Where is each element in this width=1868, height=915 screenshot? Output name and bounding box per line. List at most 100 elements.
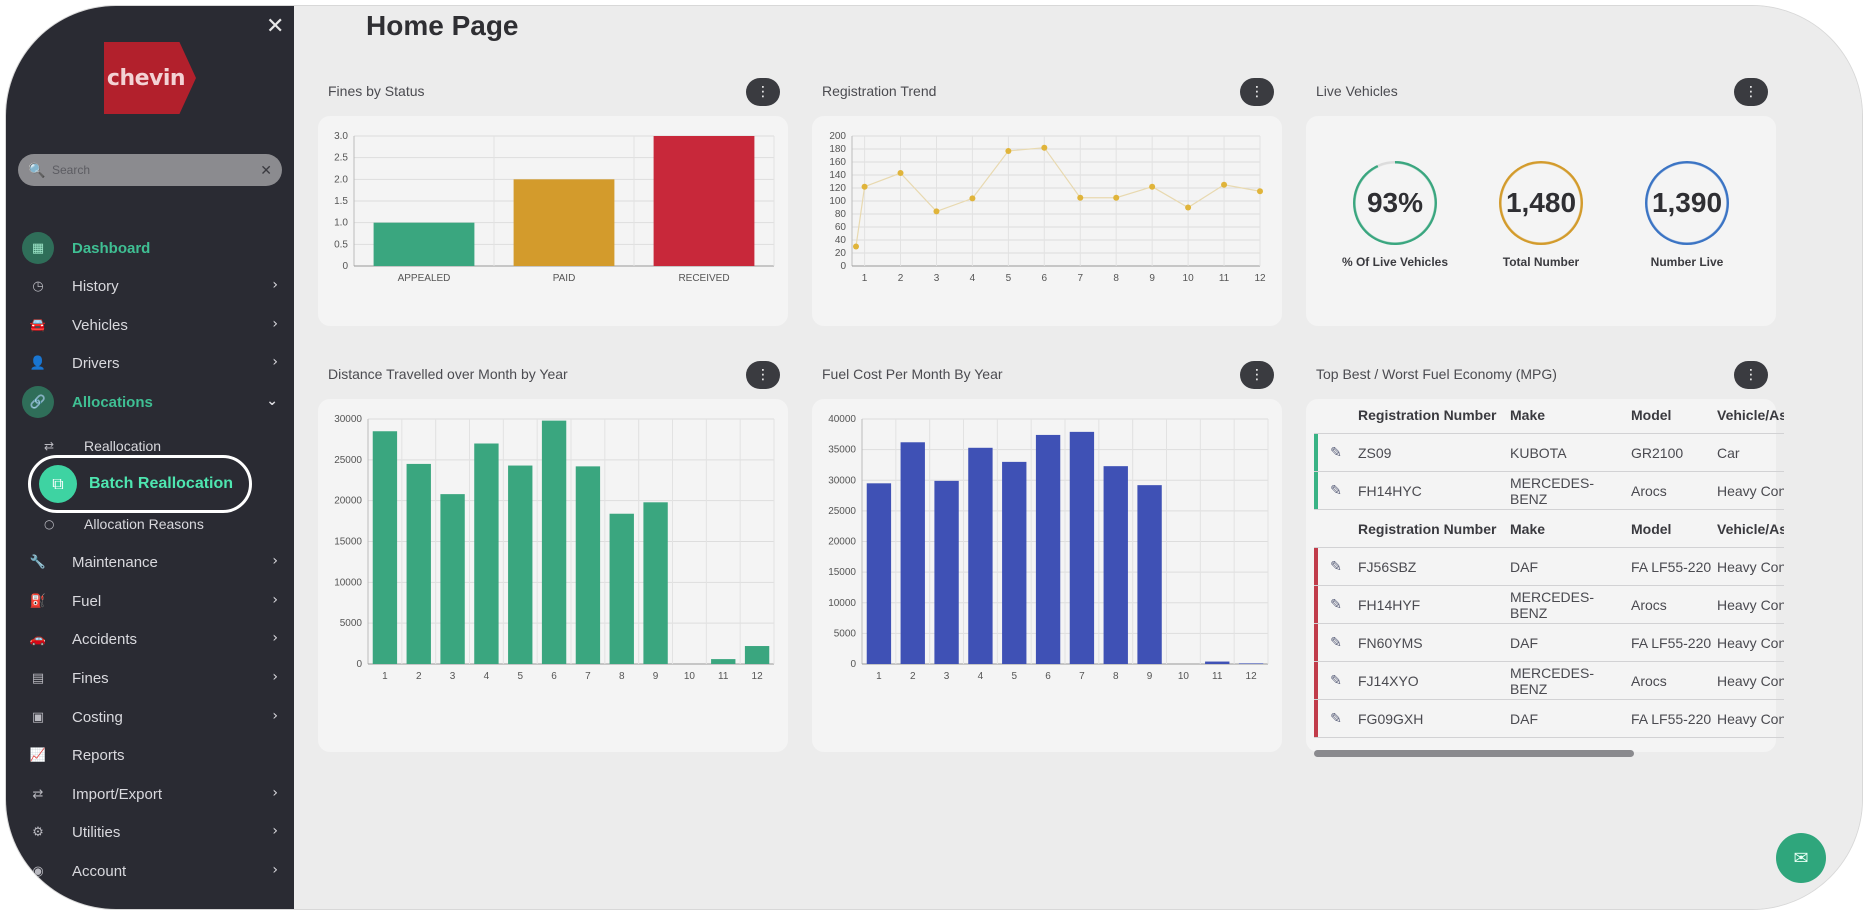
distance-xtick-label: 11 [718,671,729,682]
chevron-right-icon: › [272,862,278,878]
registration-xtick-label: 11 [1219,273,1230,284]
sidebar-item-fuel[interactable]: ⛽ Fuel › [6,583,294,619]
distance-xtick-label: 1 [382,671,388,682]
sidebar-subitem-allocation-reasons[interactable]: ○ Allocation Reasons [6,509,294,539]
fines-bar [653,136,755,266]
sidebar-item-allocations[interactable]: 🔗 Allocations ⌄ [6,384,294,420]
fuel-bar [1002,461,1027,664]
table-row[interactable]: ✎ FG09GXH DAF FA LF55-220 Heavy Con [1314,700,1784,738]
fuel-menu-icon[interactable]: ⋮ [1240,361,1274,389]
fuel-bar [1205,661,1230,664]
fuel-ytick-label: 30000 [828,475,856,486]
sidebar-item-reports[interactable]: 📈 Reports [6,737,294,773]
fines-card-title: Fines by Status [328,83,425,99]
chevron-right-icon: › [272,630,278,646]
number-live-label: Number Live [1650,255,1724,269]
table-cell: Car [1717,444,1740,461]
table-row[interactable]: ✎ ZS09 KUBOTA GR2100 Car [1314,434,1784,472]
sidebar-item-fines[interactable]: ▤ Fines › [6,660,294,696]
fines-by-status-chart: 0 0.5 1.0 1.5 2.0 2.5 3.0 APPEALED PAID RECEIVED [334,131,775,284]
edit-icon[interactable]: ✎ [1330,482,1342,499]
car-icon: 🚘 [29,317,47,333]
sidebar-item-utilities[interactable]: ⚙ Utilities › [6,814,294,850]
edit-icon[interactable]: ✎ [1330,558,1342,575]
sidebar-item-label: Costing [72,708,123,726]
sidebar-item-label: Fines [72,669,109,687]
fines-xtick-label: RECEIVED [678,273,729,284]
edit-icon[interactable]: ✎ [1330,710,1342,727]
registration-ytick-label: 160 [829,157,846,168]
distance-xtick-label: 5 [517,671,523,682]
edit-icon[interactable]: ✎ [1330,672,1342,689]
fines-xtick-label: APPEALED [398,273,451,284]
cogs-icon: ⚙ [32,824,44,840]
sidebar-item-maintenance[interactable]: 🔧 Maintenance › [6,544,294,580]
table-cell: GR2100 [1631,444,1684,461]
table-row[interactable]: ✎ FH14HYC MERCEDES-BENZ Arocs Heavy Con [1314,472,1784,510]
sidebar-item-dashboard[interactable]: ▦ Dashboard [6,230,294,266]
fuel-xtick-label: 10 [1178,671,1190,682]
sidebar-item-vehicles[interactable]: 🚘 Vehicles › [6,307,294,343]
sidebar-item-costing[interactable]: ▣ Costing › [6,699,294,735]
fuel-ytick-label: 5000 [834,628,857,639]
sidebar-item-accidents[interactable]: 🚗 Accidents › [6,621,294,657]
edit-icon[interactable]: ✎ [1330,444,1342,461]
clear-search-icon[interactable]: ✕ [260,161,272,178]
live-vehicles-card: 93% % Of Live Vehicles 1,480 Total Numbe… [1306,116,1776,326]
table-cell: DAF [1510,634,1538,651]
distance-xtick-label: 8 [619,671,625,682]
edit-icon[interactable]: ✎ [1330,634,1342,651]
registration-point [861,183,868,190]
distance-bar [609,513,634,664]
live-percentage-gauge: 93% % Of Live Vehicles [1330,161,1460,269]
sidebar-item-account[interactable]: ◉ Account › [6,853,294,889]
chat-support-icon[interactable]: ✉ [1776,833,1826,883]
distance-card-title: Distance Travelled over Month by Year [328,366,568,382]
live-menu-icon[interactable]: ⋮ [1734,78,1768,106]
fuel-ytick-label: 0 [850,659,856,670]
fuel-ytick-label: 25000 [828,506,856,517]
registration-ytick-label: 140 [829,170,846,181]
table-horizontal-scrollbar[interactable] [1314,750,1634,757]
chevin-logo[interactable]: chevin [104,42,196,114]
sidebar-item-drivers[interactable]: 👤 Drivers › [6,345,294,381]
chevron-right-icon: › [272,823,278,839]
sidebar-item-import-export[interactable]: ⇄ Import/Export › [6,776,294,812]
sidebar-subitem-label: Reallocation [84,438,162,454]
live-percentage-value: 93% [1366,187,1424,218]
table-row[interactable]: ✎ FJ14XYO MERCEDES-BENZ Arocs Heavy Con [1314,662,1784,700]
distance-bar [575,466,601,664]
sidebar-item-history[interactable]: ◷ History › [6,268,294,304]
distance-menu-icon[interactable]: ⋮ [746,361,780,389]
account-icon: ◉ [32,863,44,879]
chevron-right-icon: › [272,553,278,569]
fines-card: 0 0.5 1.0 1.5 2.0 2.5 3.0 APPEALED PAID RECEIVED [318,116,788,326]
table-row[interactable]: ✎ FN60YMS DAF FA LF55-220 Heavy Con [1314,624,1784,662]
economy-menu-icon[interactable]: ⋮ [1734,361,1768,389]
registration-menu-icon[interactable]: ⋮ [1240,78,1274,106]
search-input[interactable] [52,163,261,177]
edit-icon[interactable]: ✎ [1330,596,1342,613]
distance-bar [744,646,770,664]
sidebar-subitem-batch-reallocation[interactable]: ⧉ Batch Reallocation [28,455,252,513]
registration-xtick-label: 5 [1006,273,1012,284]
fuel-card-title: Fuel Cost Per Month By Year [822,366,1003,382]
distance-xtick-label: 7 [585,671,591,682]
registration-ytick-label: 60 [835,222,847,233]
chevron-right-icon: › [272,277,278,293]
table-cell: FN60YMS [1358,634,1423,651]
table-cell: MERCEDES-BENZ [1510,474,1595,507]
close-sidebar-icon[interactable]: ✕ [266,14,285,39]
fines-ytick-label: 1.0 [334,218,348,229]
sidebar-subitem-reallocation[interactable]: ⇄ Reallocation [6,431,294,461]
total-number-label: Total Number [1502,255,1580,269]
table-row[interactable]: ✎ FJ56SBZ DAF FA LF55-220 Heavy Con [1314,548,1784,586]
fines-menu-icon[interactable]: ⋮ [746,78,780,106]
distance-ytick-label: 0 [356,659,362,670]
sidebar-item-label: Account [72,862,127,880]
distance-xtick-label: 2 [416,671,422,682]
table-row[interactable]: ✎ FH14HYF MERCEDES-BENZ Arocs Heavy Con [1314,586,1784,624]
table-header-cell: Make [1510,406,1546,423]
economy-card [1306,399,1776,752]
